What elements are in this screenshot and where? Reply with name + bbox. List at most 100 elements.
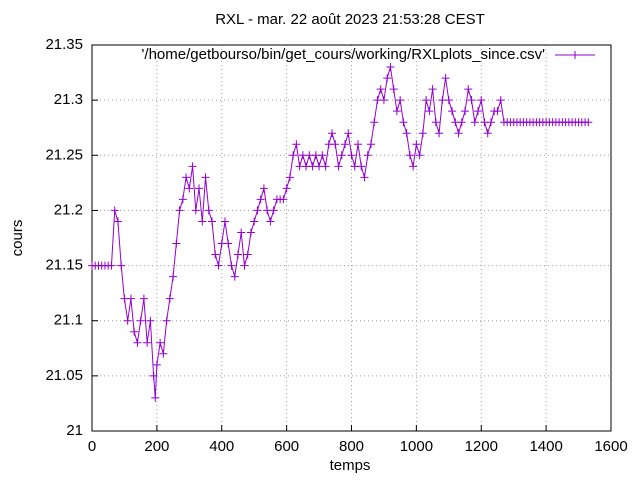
point-marker (220, 217, 229, 226)
x-tick-label: 1600 (594, 438, 627, 455)
point-marker (136, 316, 145, 325)
y-tick-label: 21.2 (54, 201, 83, 218)
point-marker (467, 96, 476, 105)
point-marker (237, 228, 246, 237)
point-marker (269, 206, 278, 215)
point-marker (383, 74, 392, 83)
point-marker (402, 129, 411, 138)
point-marker (399, 118, 408, 127)
x-tick-label: 200 (144, 438, 169, 455)
point-marker (243, 250, 252, 259)
point-marker (175, 206, 184, 215)
point-marker (107, 261, 116, 270)
point-marker (412, 140, 421, 149)
point-marker (328, 129, 337, 138)
point-marker (130, 327, 139, 336)
point-marker (149, 371, 158, 380)
point-marker (396, 96, 405, 105)
point-marker (198, 217, 207, 226)
point-marker (250, 217, 259, 226)
y-tick-label: 21.1 (54, 312, 83, 329)
point-marker (331, 140, 340, 149)
x-tick-label: 1000 (400, 438, 433, 455)
x-axis-label: temps (330, 457, 371, 474)
point-marker (360, 173, 369, 182)
point-marker (195, 184, 204, 193)
point-marker (376, 85, 385, 94)
point-marker (457, 118, 466, 127)
point-marker (227, 261, 236, 270)
point-marker (162, 316, 171, 325)
chart-title: RXL - mar. 22 août 2023 21:53:28 CEST (215, 11, 485, 28)
point-marker (353, 140, 362, 149)
point-marker (496, 96, 505, 105)
point-marker (441, 74, 450, 83)
plot-border (91, 44, 612, 432)
point-marker (169, 272, 178, 281)
point-marker (233, 250, 242, 259)
point-marker (188, 162, 197, 171)
point-marker (201, 173, 210, 182)
point-marker (422, 96, 431, 105)
legend-marker (571, 51, 579, 59)
point-marker (493, 107, 502, 116)
point-marker (156, 338, 165, 347)
point-marker (204, 206, 213, 215)
point-marker (341, 140, 350, 149)
y-tick-label: 21.05 (45, 367, 83, 384)
point-marker (133, 338, 142, 347)
x-tick-label: 600 (274, 438, 299, 455)
y-tick-label: 21.25 (45, 146, 83, 163)
point-marker (347, 151, 356, 160)
point-marker (146, 316, 155, 325)
point-marker (318, 151, 327, 160)
point-marker (214, 261, 223, 270)
point-marker (486, 118, 495, 127)
point-marker (334, 162, 343, 171)
point-marker (431, 118, 440, 127)
point-marker (464, 85, 473, 94)
point-marker (139, 294, 148, 303)
point-marker (259, 184, 268, 193)
point-marker (405, 151, 414, 160)
point-marker (344, 129, 353, 138)
point-marker (253, 206, 262, 215)
point-marker (240, 261, 249, 270)
point-marker (409, 162, 418, 171)
point-marker (392, 107, 401, 116)
point-marker (211, 250, 220, 259)
y-tick-label: 21.35 (45, 36, 83, 53)
point-marker (256, 195, 265, 204)
point-marker (428, 85, 437, 94)
point-marker (454, 129, 463, 138)
point-marker (289, 151, 298, 160)
point-marker (182, 173, 191, 182)
point-marker (363, 151, 372, 160)
x-tick-label: 1400 (529, 438, 562, 455)
point-marker (461, 107, 470, 116)
legend-label: '/home/getbourso/bin/get_cours/working/R… (142, 46, 546, 63)
point-marker (246, 228, 255, 237)
point-marker (126, 294, 135, 303)
point-marker (470, 118, 479, 127)
x-tick-label: 800 (339, 438, 364, 455)
y-tick-label: 21.3 (54, 91, 83, 108)
point-marker (165, 294, 174, 303)
point-marker (285, 173, 294, 182)
point-marker (584, 118, 593, 127)
point-marker (178, 195, 187, 204)
x-tick-label: 1200 (465, 438, 498, 455)
point-marker (425, 107, 434, 116)
y-tick-label: 21 (66, 422, 83, 439)
point-marker (435, 129, 444, 138)
point-marker (279, 195, 288, 204)
point-marker (379, 96, 388, 105)
point-marker (143, 338, 152, 347)
point-marker (357, 162, 366, 171)
point-marker (477, 96, 486, 105)
point-marker (366, 140, 375, 149)
point-marker (266, 217, 275, 226)
